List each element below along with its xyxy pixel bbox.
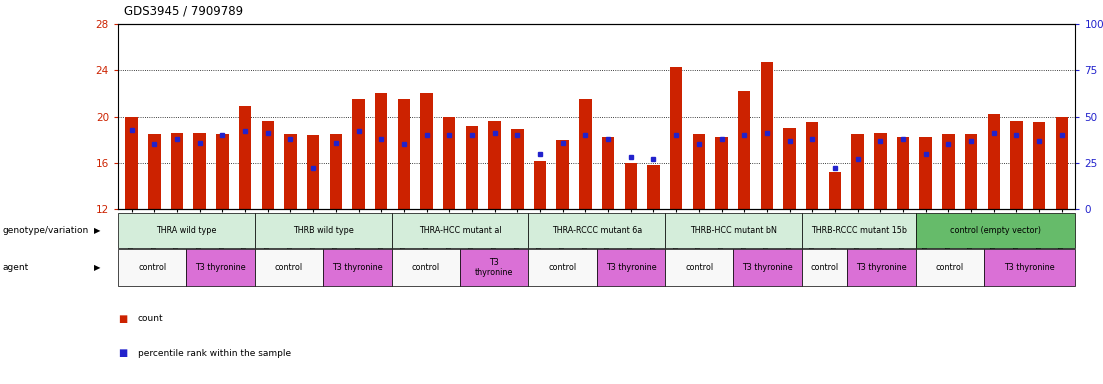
Text: control: control [411,263,440,272]
Text: control: control [275,263,303,272]
Bar [670,67,683,209]
Bar [443,117,456,209]
Bar [398,99,410,209]
Bar [965,134,977,209]
Text: T3 thyronine: T3 thyronine [1005,263,1056,272]
Text: T3 thyronine: T3 thyronine [332,263,383,272]
Text: T3
thyronine: T3 thyronine [475,258,513,277]
Text: genotype/variation: genotype/variation [2,226,88,235]
Bar [556,140,569,209]
Bar [171,133,183,209]
Bar [216,134,228,209]
Bar [715,137,728,209]
Bar [126,117,138,209]
Bar [465,126,479,209]
Text: count: count [138,314,163,323]
Bar [239,106,251,209]
Bar [579,99,591,209]
Bar [489,121,501,209]
Bar [1032,122,1046,209]
Bar [647,165,660,209]
Text: THRA-RCCC mutant 6a: THRA-RCCC mutant 6a [552,226,642,235]
Bar [897,137,909,209]
Bar [330,134,342,209]
Text: T3 thyronine: T3 thyronine [742,263,793,272]
Bar [375,93,387,209]
Text: T3 thyronine: T3 thyronine [606,263,656,272]
Bar [602,137,614,209]
Bar [783,128,795,209]
Text: control: control [685,263,714,272]
Text: THRB-HCC mutant bN: THRB-HCC mutant bN [690,226,777,235]
Bar [761,62,773,209]
Bar [693,134,705,209]
Bar [420,93,432,209]
Text: THRA wild type: THRA wild type [157,226,216,235]
Text: GDS3945 / 7909789: GDS3945 / 7909789 [124,4,243,17]
Bar [1010,121,1022,209]
Text: percentile rank within the sample: percentile rank within the sample [138,349,291,358]
Text: ▶: ▶ [94,226,100,235]
Text: ▶: ▶ [94,263,100,272]
Text: control: control [936,263,964,272]
Text: THRA-HCC mutant al: THRA-HCC mutant al [419,226,501,235]
Bar [852,134,864,209]
Bar [828,172,842,209]
Text: THRB wild type: THRB wild type [292,226,354,235]
Bar [624,163,638,209]
Bar [874,133,887,209]
Bar [148,134,161,209]
Bar [806,122,818,209]
Text: T3 thyronine: T3 thyronine [856,263,907,272]
Text: control: control [811,263,838,272]
Bar [920,137,932,209]
Bar [193,133,206,209]
Bar [738,91,750,209]
Text: ■: ■ [118,314,127,324]
Text: THRB-RCCC mutant 15b: THRB-RCCC mutant 15b [811,226,907,235]
Bar [942,134,954,209]
Bar [352,99,365,209]
Bar [1056,117,1068,209]
Text: ■: ■ [118,348,127,358]
Text: control: control [138,263,167,272]
Text: control (empty vector): control (empty vector) [950,226,1041,235]
Text: agent: agent [2,263,29,272]
Bar [987,114,1000,209]
Bar [285,134,297,209]
Bar [261,121,274,209]
Text: T3 thyronine: T3 thyronine [195,263,246,272]
Bar [307,135,320,209]
Text: control: control [548,263,577,272]
Bar [511,129,524,209]
Bar [534,161,546,209]
